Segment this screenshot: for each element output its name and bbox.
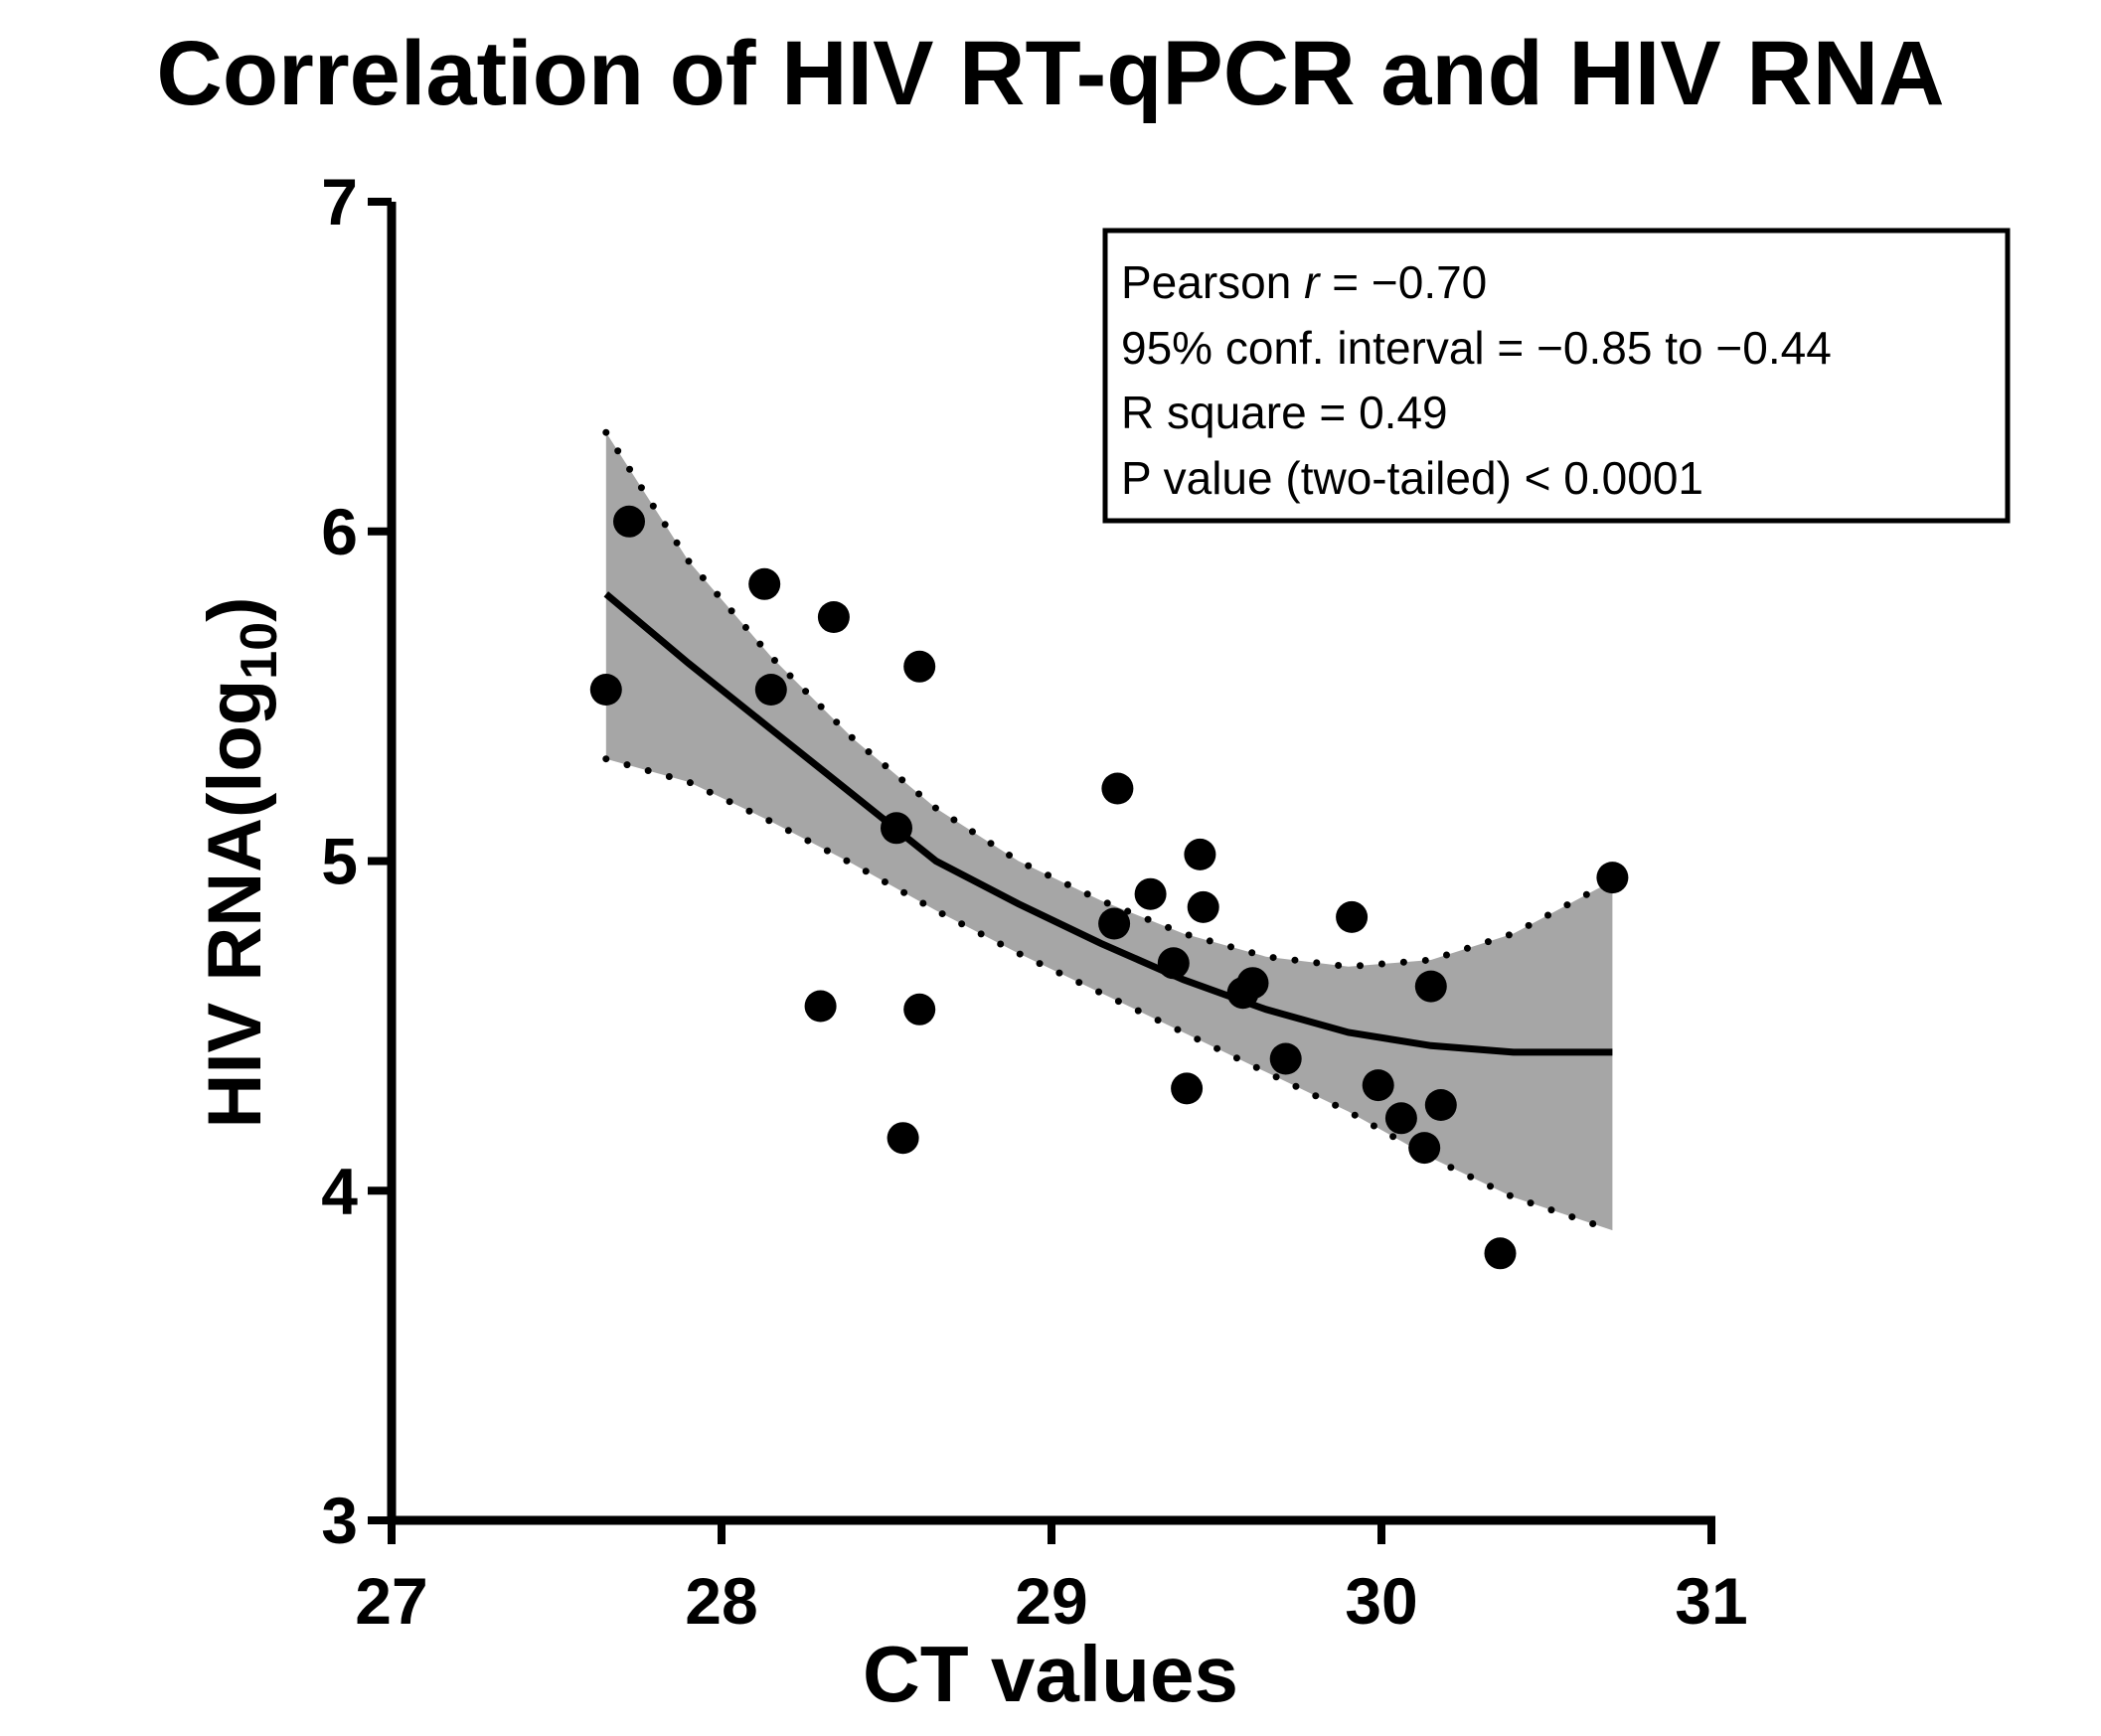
data-point [881, 812, 912, 845]
x-tick-label: 28 [685, 1564, 757, 1638]
x-tick-label: 30 [1345, 1564, 1417, 1638]
data-point [1184, 838, 1216, 870]
data-point [887, 1122, 919, 1155]
data-point [589, 674, 622, 706]
y-axis-label-main: HIV RNA(log [193, 680, 277, 1129]
stats-r-square: R square = 0.49 [1121, 387, 1448, 438]
data-point [1101, 772, 1134, 805]
plot-area [589, 428, 1629, 1270]
data-point [1171, 1072, 1204, 1105]
stats-legend-box: Pearson r = −0.70 95% conf. interval = −… [1102, 228, 2011, 524]
data-point [804, 990, 837, 1023]
stats-box-border [1102, 228, 2011, 524]
y-axis-label-subscript: 10 [231, 622, 288, 680]
x-tick-label: 29 [1015, 1564, 1087, 1638]
regression-fit-line [603, 591, 1613, 1056]
data-point [1596, 862, 1629, 894]
stats-ci: 95% conf. interval = −0.85 to −0.44 [1121, 322, 1832, 374]
stats-pearson-symbol: r [1304, 256, 1321, 308]
chart-title: Correlation of HIV RT-qPCR and HIV RNA [156, 23, 1944, 124]
x-tick-label: 27 [355, 1564, 427, 1638]
stats-pearson-value: = −0.70 [1319, 256, 1487, 308]
data-point [613, 505, 645, 538]
data-point [817, 601, 850, 633]
data-points [589, 505, 1629, 1270]
axes: 27 28 29 30 31 3 4 5 6 7 [321, 165, 1747, 1638]
data-point [1236, 967, 1269, 1000]
stats-p-value: P value (two-tailed) < 0.0001 [1121, 452, 1703, 504]
confidence-band [605, 432, 1613, 1231]
stats-pearson: Pearson r = −0.70 [1121, 256, 1487, 308]
data-point [1414, 970, 1447, 1003]
data-point [754, 674, 787, 706]
data-point [1484, 1237, 1517, 1270]
stats-pearson-label: Pearson [1121, 256, 1304, 308]
data-point [1098, 907, 1131, 940]
y-ticks: 3 4 5 6 7 [321, 165, 392, 1557]
data-point [1384, 1102, 1417, 1135]
y-tick-label: 3 [321, 1484, 358, 1557]
y-tick-label: 6 [321, 495, 358, 568]
data-point [1187, 890, 1219, 923]
data-point [1157, 947, 1190, 980]
data-point [1424, 1089, 1457, 1121]
data-point [1134, 877, 1167, 910]
x-axis-label: CT values [863, 1630, 1238, 1718]
y-axis-label-close: ) [193, 597, 277, 622]
data-point [1408, 1132, 1441, 1165]
data-point [1269, 1042, 1302, 1075]
y-tick-label: 4 [321, 1154, 358, 1227]
y-tick-label: 7 [321, 165, 358, 238]
x-tick-label: 31 [1675, 1564, 1747, 1638]
data-point [748, 567, 781, 600]
y-axis-label: HIV RNA(log10) [193, 597, 288, 1129]
data-point [1336, 900, 1369, 933]
data-point [903, 650, 936, 683]
x-ticks: 27 28 29 30 31 [355, 1520, 1748, 1638]
data-point [1362, 1069, 1394, 1102]
y-tick-label: 5 [321, 825, 358, 898]
data-point [903, 993, 936, 1026]
